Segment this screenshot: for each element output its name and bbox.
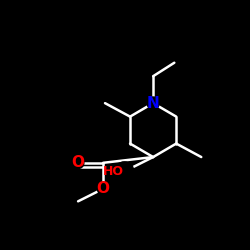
Circle shape xyxy=(97,183,109,194)
Text: HO: HO xyxy=(103,165,124,178)
Circle shape xyxy=(147,97,159,109)
Circle shape xyxy=(72,157,84,168)
Text: N: N xyxy=(147,96,160,111)
Text: O: O xyxy=(72,155,85,170)
Circle shape xyxy=(115,162,134,181)
Text: O: O xyxy=(96,181,110,196)
